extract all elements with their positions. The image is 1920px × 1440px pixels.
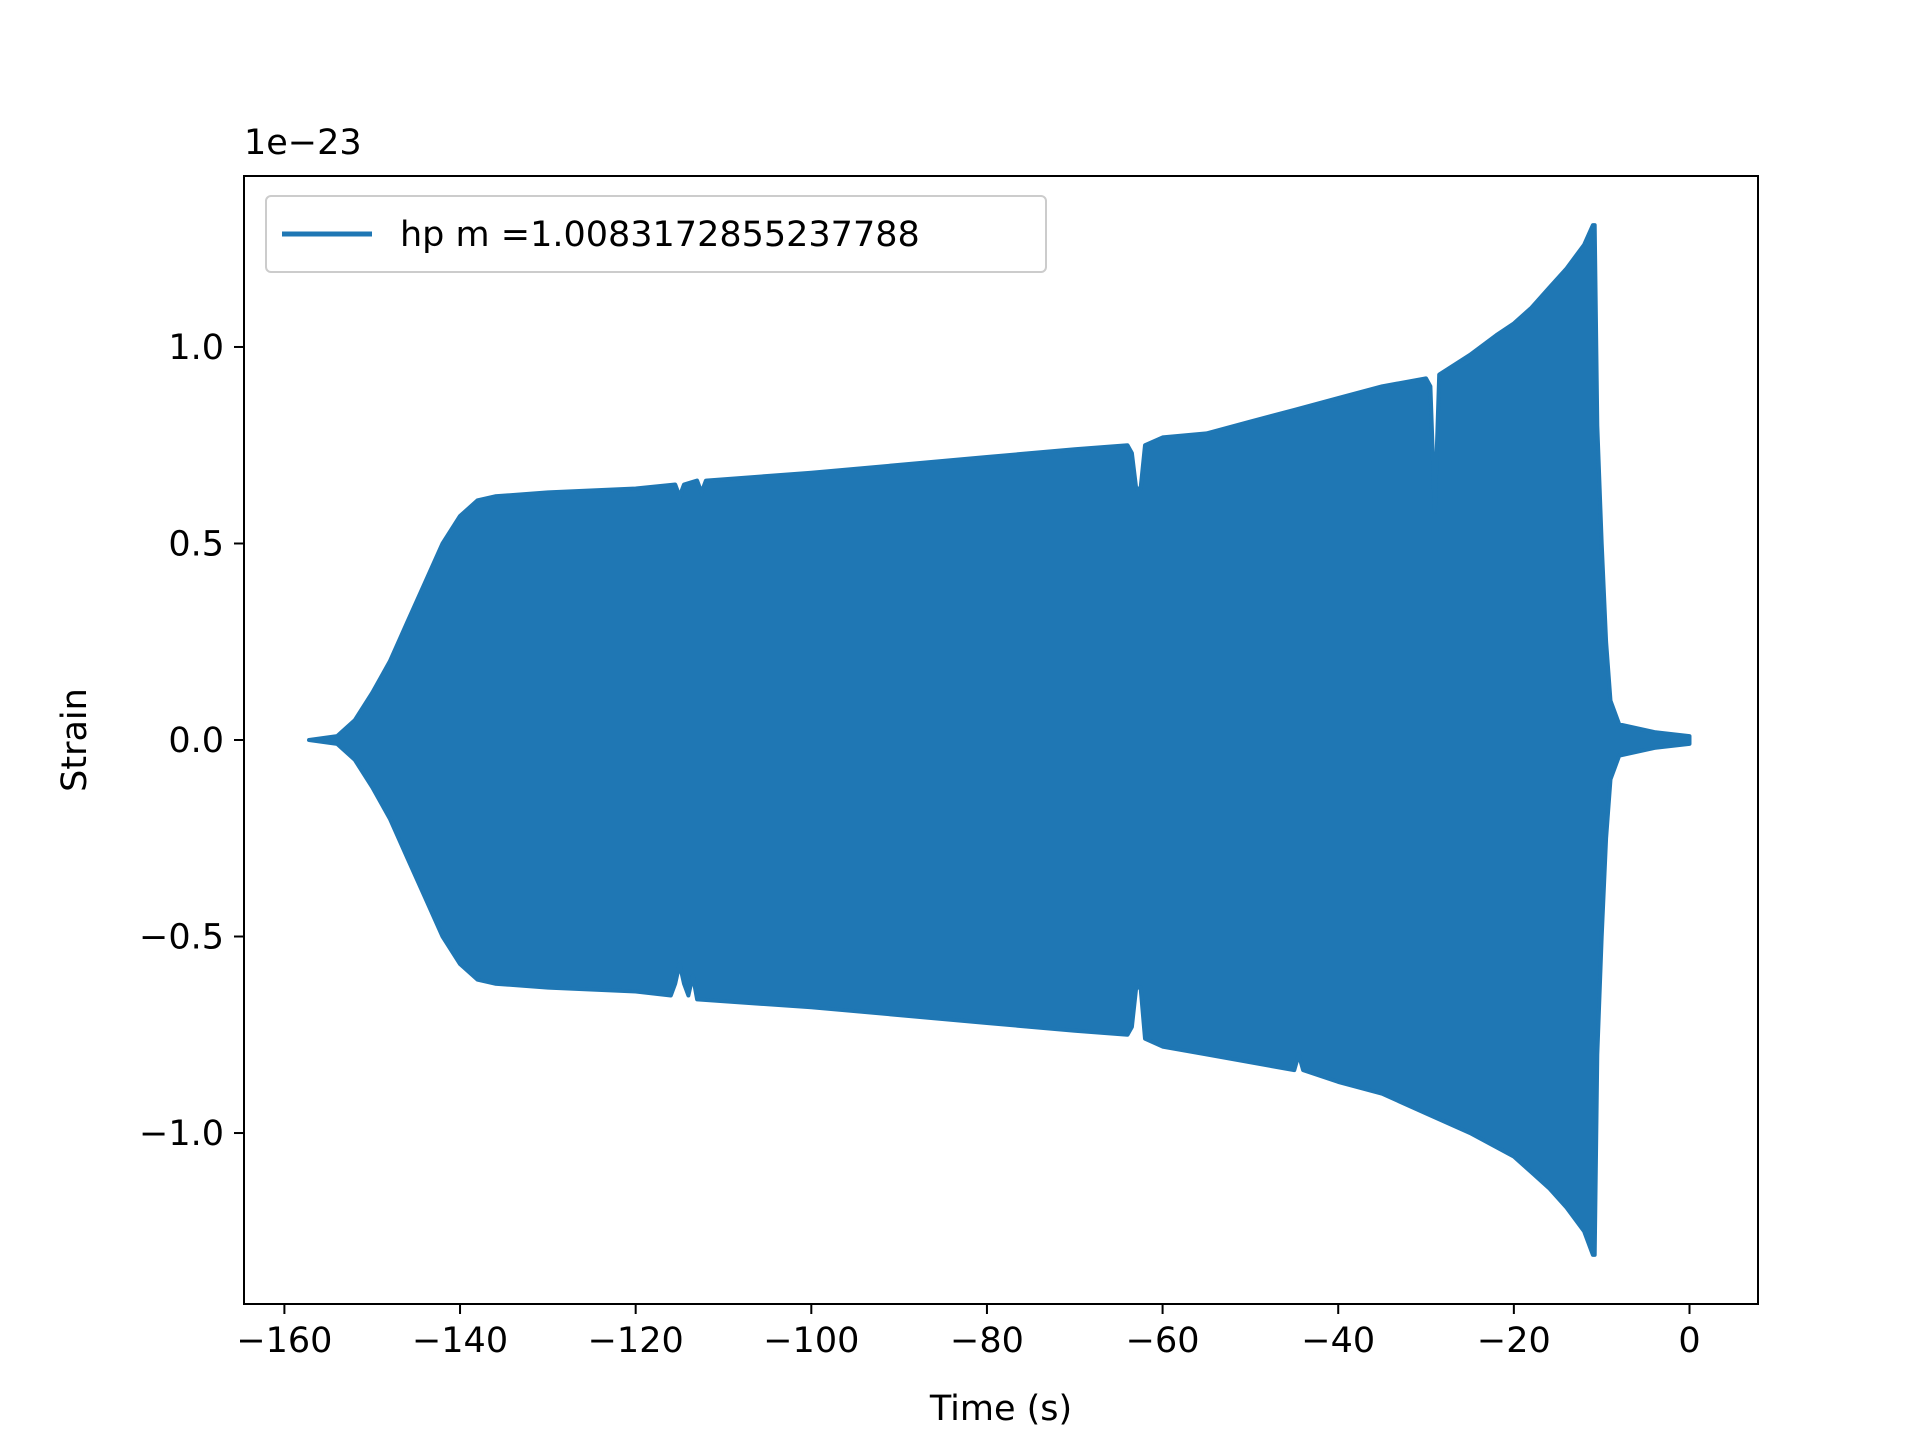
y-axis: −1.0 −0.5 0.0 0.5 1.0 — [139, 328, 244, 1154]
y-tick-label: −1.0 — [139, 1114, 224, 1154]
x-tick-label: −120 — [588, 1321, 684, 1361]
x-tick-label: −80 — [950, 1321, 1024, 1361]
y-tick-label: 0.5 — [168, 524, 224, 564]
y-tick-label: −0.5 — [139, 918, 224, 958]
x-axis: −160 −140 −120 −100 −80 −60 −40 −20 0 — [236, 1304, 1701, 1361]
y-axis-label: Strain — [55, 688, 95, 792]
x-axis-label: Time (s) — [929, 1389, 1072, 1429]
y-tick-label: 0.0 — [168, 721, 224, 761]
legend: hp m =1.0083172855237788 — [265, 195, 1047, 273]
y-offset-label: 1e−23 — [244, 123, 362, 163]
plot-area — [307, 223, 1692, 1257]
x-tick-label: −60 — [1126, 1321, 1200, 1361]
x-tick-label: 0 — [1678, 1321, 1700, 1361]
series-0-waveform — [307, 223, 1692, 1257]
x-tick-label: −160 — [236, 1321, 332, 1361]
legend-entry-label: hp m =1.0083172855237788 — [400, 215, 920, 255]
x-tick-label: −140 — [412, 1321, 508, 1361]
x-tick-label: −40 — [1301, 1321, 1375, 1361]
x-tick-label: −20 — [1477, 1321, 1551, 1361]
x-tick-label: −100 — [763, 1321, 859, 1361]
y-tick-label: 1.0 — [168, 328, 224, 368]
legend-box — [265, 195, 1047, 273]
